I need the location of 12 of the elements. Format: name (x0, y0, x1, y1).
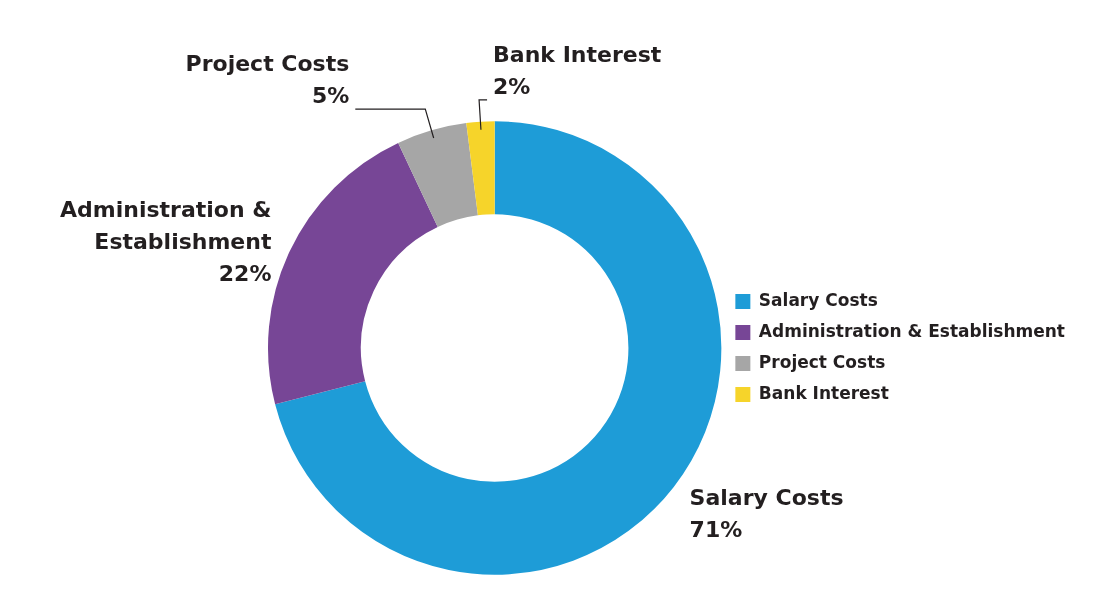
slice-label: Project Costs (185, 50, 350, 76)
data-label: 71% (689, 516, 743, 542)
legend-label: Project Costs (758, 351, 886, 372)
legend-label: Bank Interest (758, 382, 889, 403)
data-label: 22% (218, 260, 272, 286)
legend-label: Administration & Establishment (758, 320, 1066, 341)
slice-label: Administration & Establishment (60, 196, 272, 254)
data-label: 5% (311, 82, 350, 108)
data-label: 2% (493, 73, 531, 99)
slice-label: Bank Interest (493, 41, 662, 67)
slice-label: Salary Costs (689, 484, 844, 510)
legend-label: Salary Costs (758, 289, 878, 310)
